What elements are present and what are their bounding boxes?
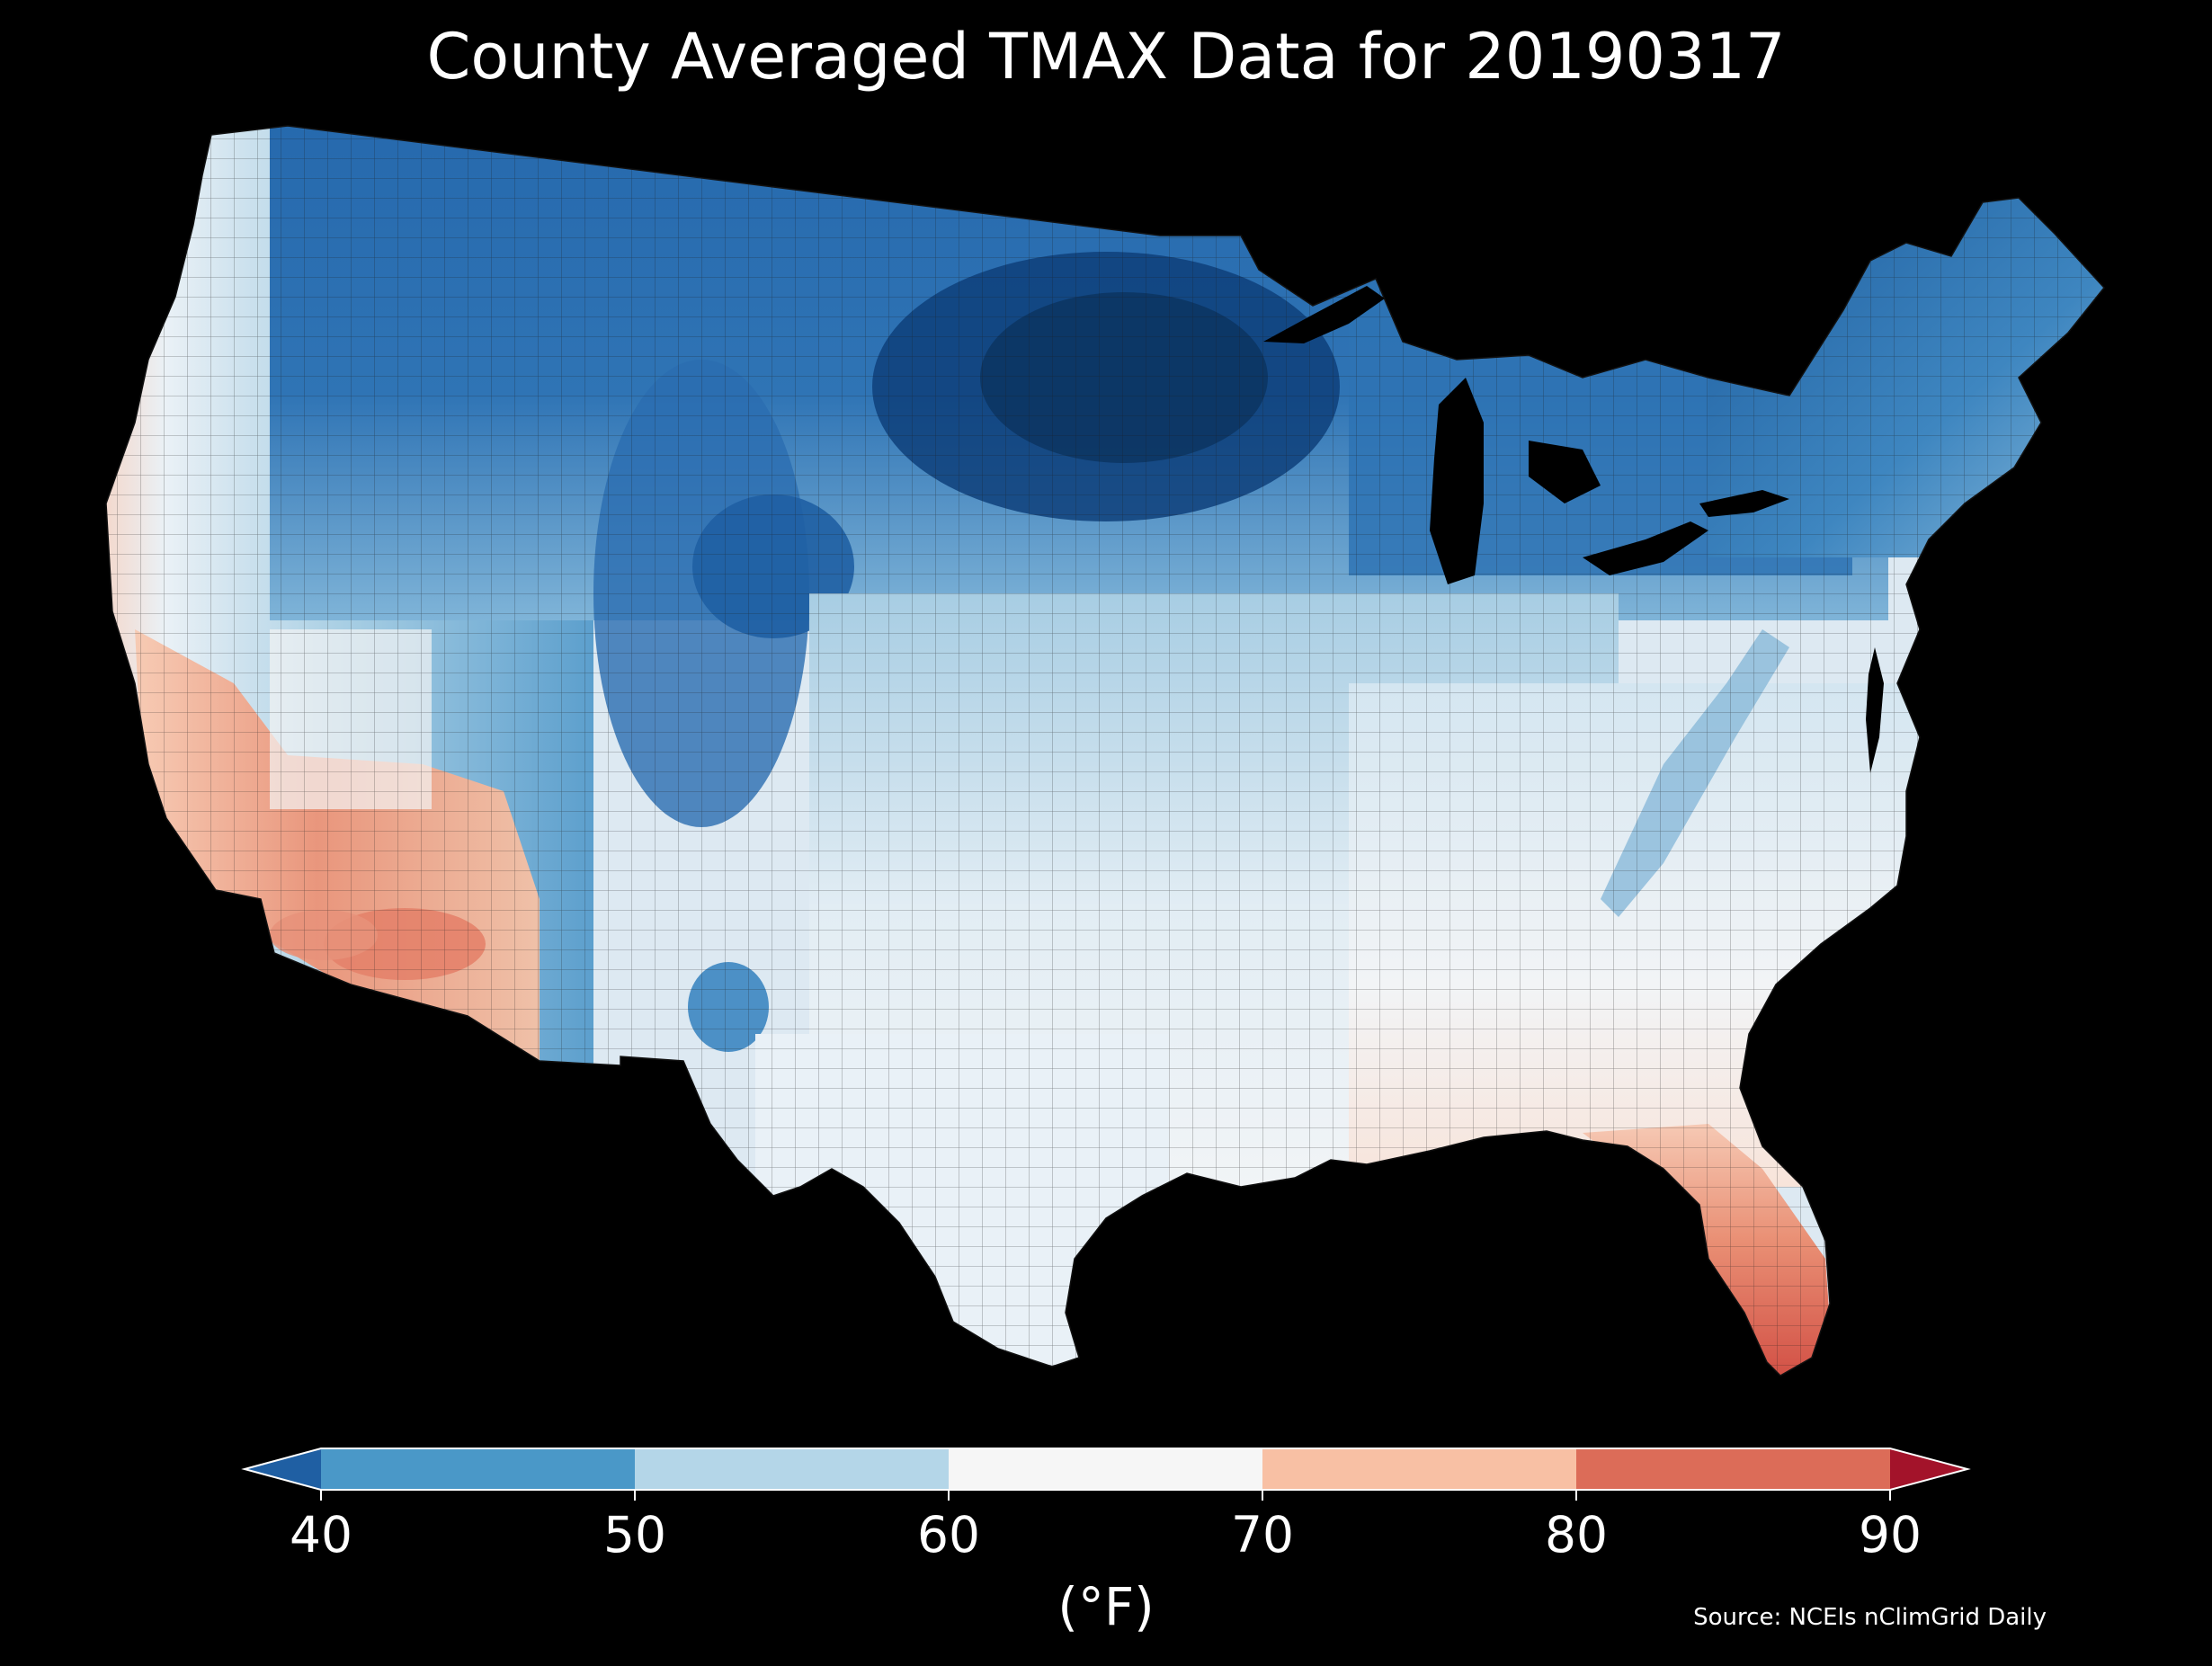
colorbar-extend-low	[245, 1448, 321, 1490]
colorbar-outline	[241, 1448, 1971, 1491]
colorbar-bin-40-50	[321, 1448, 635, 1490]
chesapeake-bay	[1866, 647, 1884, 773]
conus-fill	[106, 126, 2104, 1376]
colorbar-tick-label: 60	[917, 1506, 980, 1564]
colorbar-bin-60-70	[949, 1448, 1262, 1490]
source-note: Source: NCEIs nClimGrid Daily	[1693, 1604, 2047, 1631]
colorbar-bin-50-60	[635, 1448, 949, 1490]
county-temperature-map	[105, 125, 2105, 1376]
colorbar-unit-label: (°F)	[1057, 1576, 1155, 1637]
colorbar-tick-label: 70	[1231, 1506, 1294, 1564]
page-title: County Averaged TMAX Data for 20190317	[426, 20, 1786, 94]
colorbar-bin-80-90	[1576, 1448, 1890, 1490]
colorbar-ticks	[320, 1490, 1891, 1501]
colorbar-tick-label: 80	[1545, 1506, 1608, 1564]
great-lakes	[1263, 286, 1789, 584]
colorbar-extend-high	[1890, 1448, 1967, 1490]
colorbar-tick-label: 40	[290, 1506, 352, 1564]
us-map-svg	[105, 125, 2105, 1376]
colorbar-tick-label: 50	[603, 1506, 666, 1564]
colorbar-tick-label: 90	[1859, 1506, 1922, 1564]
colorbar-bin-70-80	[1262, 1448, 1576, 1490]
